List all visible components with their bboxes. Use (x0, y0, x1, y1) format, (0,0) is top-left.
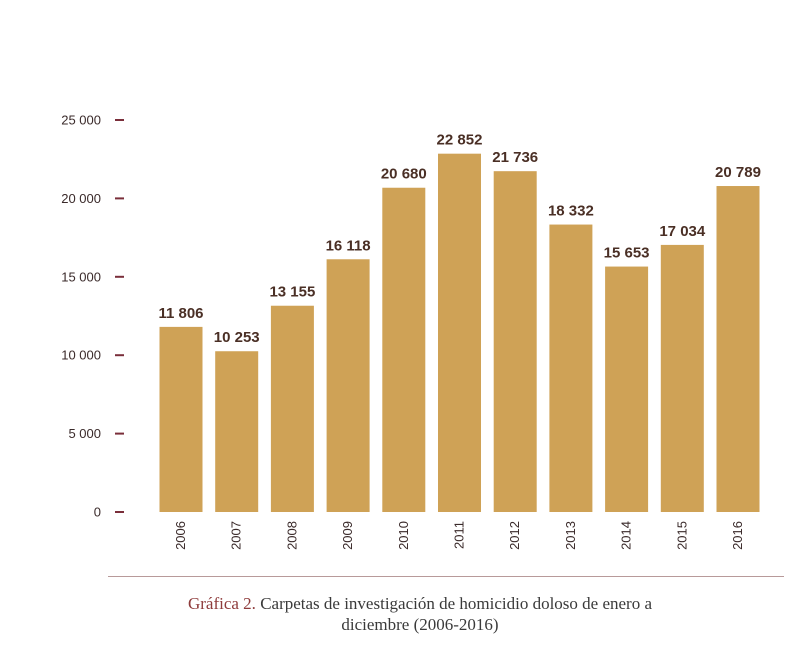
x-category-label: 2014 (619, 521, 634, 550)
bar (270, 305, 314, 512)
x-category-label: 2012 (507, 521, 522, 550)
y-tick-label: 15 000 (61, 269, 101, 284)
bar-value-label: 18 332 (548, 203, 594, 220)
bar (215, 351, 259, 512)
y-tick-label: 20 000 (61, 191, 101, 206)
x-category-label: 2008 (284, 521, 299, 550)
bar (438, 153, 481, 512)
x-category-label: 2007 (229, 521, 244, 550)
bar (159, 326, 203, 512)
bar-value-label: 20 680 (381, 166, 427, 183)
chart-caption: Gráfica 2. Carpetas de investigación de … (120, 593, 720, 635)
y-tick-label: 10 000 (61, 348, 101, 363)
bar-value-label: 20 789 (715, 164, 761, 181)
x-category-label: 2011 (452, 521, 467, 549)
bar-value-label: 17 034 (659, 223, 706, 240)
bar (605, 266, 649, 512)
bar (493, 171, 537, 513)
x-category-label: 2010 (396, 521, 411, 550)
y-tick-label: 5 000 (68, 426, 101, 441)
bar (549, 224, 593, 512)
y-tick-label: 25 000 (61, 113, 101, 128)
caption-line2: diciembre (2006-2016) (341, 615, 499, 634)
bar-chart: 0 5 000 10 000 15 000 20 000 25 000 11 806 2006… (61, 113, 761, 550)
bar-value-label: 15 653 (604, 245, 650, 262)
bar-value-label: 13 155 (269, 284, 315, 301)
bar-value-label: 16 118 (326, 237, 371, 254)
bar (660, 244, 704, 513)
caption-line1: Carpetas de investigación de homicidio d… (260, 594, 653, 613)
caption-prefix: Gráfica 2. (187, 594, 256, 613)
bar-value-label: 11 806 (158, 305, 203, 322)
x-category-label: 2015 (674, 521, 689, 550)
x-category-label: 2006 (173, 521, 188, 550)
x-category-label: 2016 (730, 521, 745, 550)
y-tick-label: 0 (94, 505, 101, 520)
bottom-divider (108, 576, 784, 577)
bar-value-label: 21 736 (492, 149, 538, 166)
bar-value-label: 22 852 (437, 132, 483, 149)
bar (382, 187, 426, 512)
bar-value-label: 10 253 (214, 329, 260, 346)
bar (326, 259, 370, 512)
x-category-label: 2013 (563, 521, 578, 550)
bar (716, 186, 760, 512)
x-category-label: 2009 (340, 521, 355, 550)
